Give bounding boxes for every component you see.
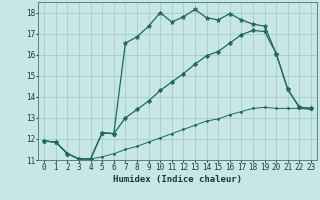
X-axis label: Humidex (Indice chaleur): Humidex (Indice chaleur) xyxy=(113,175,242,184)
